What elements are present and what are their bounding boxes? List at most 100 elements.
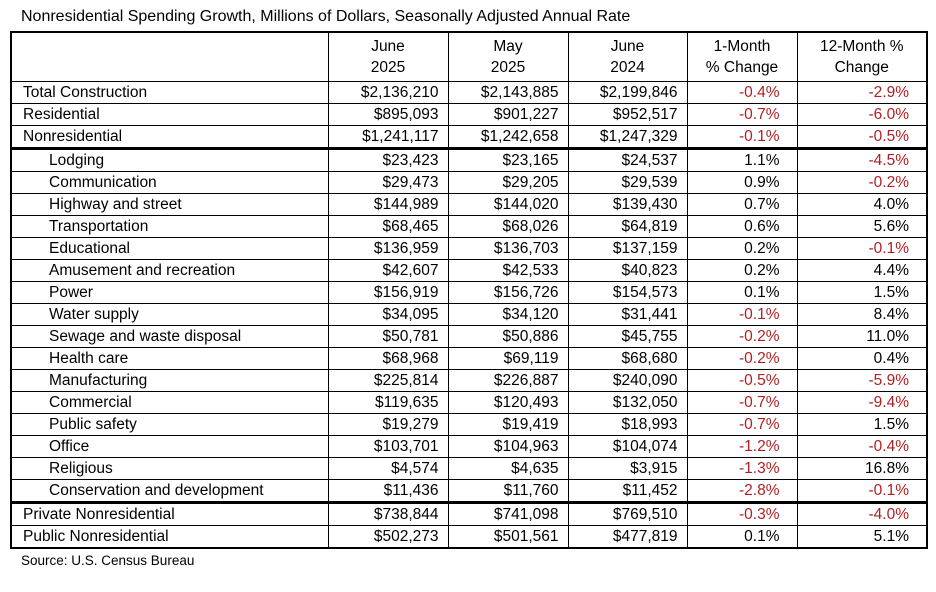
- row-label: Amusement and recreation: [10, 259, 329, 282]
- header-june-2024-line2: 2024: [610, 59, 645, 76]
- row-label: Conservation and development: [10, 479, 329, 504]
- row-label: Highway and street: [10, 193, 329, 216]
- row-label: Total Construction: [10, 81, 329, 104]
- cell-1-month-change: -0.1%: [686, 303, 798, 326]
- table-row: Office $103,701 $104,963 $104,074 -1.2% -0.4%: [10, 435, 928, 458]
- cell-1-month-change: 0.1%: [686, 281, 798, 304]
- table-row: Lodging $23,423 $23,165 $24,537 1.1% -4.5%: [10, 148, 928, 172]
- cell-1-month-change: -1.3%: [686, 457, 798, 480]
- cell-12-month-change: 0.4%: [796, 347, 928, 370]
- row-label: Health care: [10, 347, 329, 370]
- cell-1-month-change: 0.6%: [686, 215, 798, 238]
- cell-june-2025: $144,989: [327, 193, 449, 216]
- cell-may-2025: $1,242,658: [447, 125, 569, 150]
- table-row: Educational $136,959 $136,703 $137,159 0.2% -…: [10, 237, 928, 260]
- table-row: Religious $4,574 $4,635 $3,915 -1.3% 16.8%: [10, 457, 928, 480]
- cell-12-month-change: 5.1%: [796, 525, 928, 549]
- table-row: Residential $895,093 $901,227 $952,517 -0.7%…: [10, 103, 928, 126]
- cell-may-2025: $226,887: [447, 369, 569, 392]
- cell-june-2025: $23,423: [327, 148, 449, 172]
- cell-may-2025: $50,886: [447, 325, 569, 348]
- table-row: Communication $29,473 $29,205 $29,539 0.9% -0…: [10, 171, 928, 194]
- table-body: Total Construction $2,136,210 $2,143,885 $2…: [10, 81, 928, 549]
- header-june-2025-line2: 2025: [370, 59, 406, 76]
- cell-may-2025: $29,205: [447, 171, 569, 194]
- cell-may-2025: $4,635: [447, 457, 569, 480]
- table-row: Highway and street $144,989 $144,020 $139,4…: [10, 193, 928, 216]
- row-label: Communication: [10, 171, 329, 194]
- cell-may-2025: $34,120: [447, 303, 569, 326]
- cell-june-2025: $42,607: [327, 259, 449, 282]
- cell-june-2025: $103,701: [327, 435, 449, 458]
- cell-12-month-change: -0.5%: [796, 125, 928, 150]
- cell-12-month-change: -9.4%: [796, 391, 928, 414]
- header-row: June 2025 May 2025 June 2024 1-Month % C…: [10, 31, 928, 82]
- cell-june-2024: $31,441: [567, 303, 688, 326]
- source-note: Source: U.S. Census Bureau: [21, 553, 195, 568]
- cell-june-2024: $240,090: [567, 369, 688, 392]
- row-label: Commercial: [10, 391, 329, 414]
- header-12-month-change: 12-Month % Change: [796, 31, 928, 82]
- cell-june-2025: $225,814: [327, 369, 449, 392]
- cell-may-2025: $156,726: [447, 281, 569, 304]
- row-label: Religious: [10, 457, 329, 480]
- cell-june-2024: $137,159: [567, 237, 688, 260]
- header-1-month-line2: % Change: [705, 59, 779, 76]
- table-row: Transportation $68,465 $68,026 $64,819 0.6% 5…: [10, 215, 928, 238]
- cell-may-2025: $69,119: [447, 347, 569, 370]
- cell-june-2025: $68,968: [327, 347, 449, 370]
- cell-june-2025: $34,095: [327, 303, 449, 326]
- cell-june-2024: $3,915: [567, 457, 688, 480]
- row-label: Public Nonresidential: [10, 525, 329, 549]
- table-row: Manufacturing $225,814 $226,887 $240,090 -0.…: [10, 369, 928, 392]
- page-title: Nonresidential Spending Growth, Millions…: [21, 8, 631, 25]
- cell-may-2025: $144,020: [447, 193, 569, 216]
- cell-june-2024: $132,050: [567, 391, 688, 414]
- table-row: Sewage and waste disposal $50,781 $50,886 $…: [10, 325, 928, 348]
- cell-june-2024: $1,247,329: [567, 125, 688, 150]
- cell-june-2025: $156,919: [327, 281, 449, 304]
- row-label: Office: [10, 435, 329, 458]
- cell-1-month-change: 0.9%: [686, 171, 798, 194]
- row-label: Transportation: [10, 215, 329, 238]
- cell-june-2024: $769,510: [567, 502, 688, 526]
- cell-june-2024: $11,452: [567, 479, 688, 504]
- cell-june-2025: $119,635: [327, 391, 449, 414]
- cell-1-month-change: 1.1%: [686, 148, 798, 172]
- cell-june-2024: $952,517: [567, 103, 688, 126]
- cell-12-month-change: 5.6%: [796, 215, 928, 238]
- row-label: Educational: [10, 237, 329, 260]
- cell-12-month-change: -2.9%: [796, 81, 928, 104]
- cell-may-2025: $901,227: [447, 103, 569, 126]
- cell-june-2025: $2,136,210: [327, 81, 449, 104]
- row-label: Sewage and waste disposal: [10, 325, 329, 348]
- header-june-2024-line1: June: [610, 38, 645, 55]
- table-row: Nonresidential $1,241,117 $1,242,658 $1,247…: [10, 125, 928, 150]
- row-label: Private Nonresidential: [10, 502, 329, 526]
- row-label: Manufacturing: [10, 369, 329, 392]
- cell-12-month-change: -0.1%: [796, 479, 928, 504]
- cell-may-2025: $42,533: [447, 259, 569, 282]
- cell-1-month-change: -1.2%: [686, 435, 798, 458]
- cell-12-month-change: 16.8%: [796, 457, 928, 480]
- cell-june-2024: $477,819: [567, 525, 688, 549]
- cell-june-2025: $11,436: [327, 479, 449, 504]
- row-label: Residential: [10, 103, 329, 126]
- cell-1-month-change: -2.8%: [686, 479, 798, 504]
- table-row: Private Nonresidential $738,844 $741,098 $7…: [10, 502, 928, 526]
- report-page: Nonresidential Spending Growth, Millions…: [0, 7, 936, 569]
- table-row: Total Construction $2,136,210 $2,143,885 $2…: [10, 81, 928, 104]
- cell-june-2025: $19,279: [327, 413, 449, 436]
- cell-1-month-change: 0.2%: [686, 237, 798, 260]
- spending-table: June 2025 May 2025 June 2024 1-Month % C…: [10, 31, 928, 549]
- cell-12-month-change: -0.1%: [796, 237, 928, 260]
- cell-june-2024: $139,430: [567, 193, 688, 216]
- table-row: Amusement and recreation $42,607 $42,533 $4…: [10, 259, 928, 282]
- cell-june-2025: $68,465: [327, 215, 449, 238]
- cell-12-month-change: 1.5%: [796, 281, 928, 304]
- cell-june-2024: $2,199,846: [567, 81, 688, 104]
- cell-1-month-change: -0.7%: [686, 103, 798, 126]
- table-row: Commercial $119,635 $120,493 $132,050 -0.7% -…: [10, 391, 928, 414]
- cell-1-month-change: -0.1%: [686, 125, 798, 150]
- row-label: Public safety: [10, 413, 329, 436]
